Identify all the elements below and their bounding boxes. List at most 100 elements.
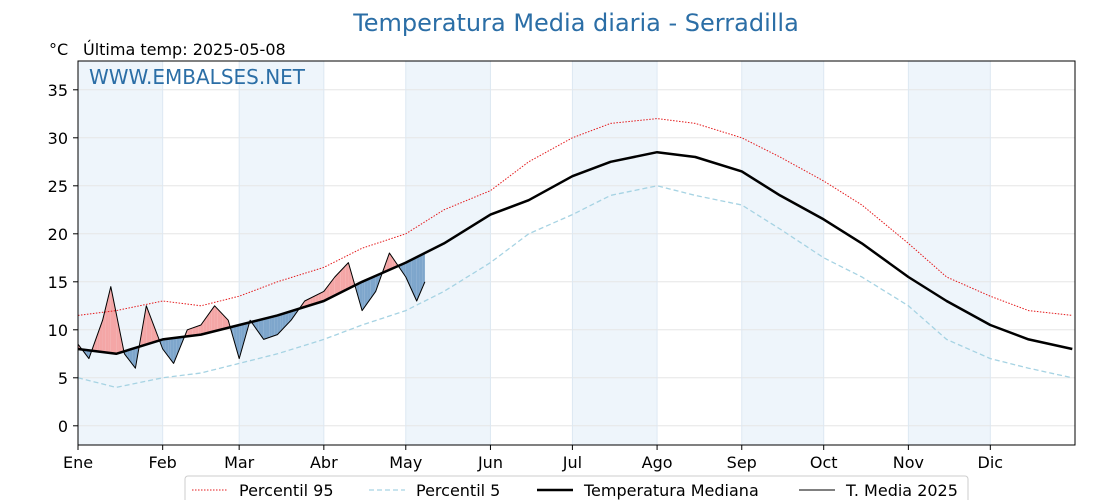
month-band: [239, 61, 324, 445]
legend-percentil-5: Percentil 5: [369, 481, 500, 500]
fill-below-median: [271, 316, 275, 337]
fill-above-median: [321, 291, 324, 302]
x-axis: Ene Feb Mar Abr May Jun Jul Ago Sep Oct Nov Dic: [63, 445, 1003, 472]
month-band: [78, 61, 163, 445]
month-bands: [78, 61, 991, 445]
series-line-percentil-5: [77, 185, 1073, 389]
fill-above-median: [312, 295, 316, 305]
fill-below-median: [400, 263, 404, 273]
fill-above-median: [307, 298, 311, 307]
fill-below-median: [422, 253, 425, 289]
y-tick-label: 0: [58, 417, 68, 436]
fill-below-median: [241, 323, 245, 349]
fill-above-median: [348, 262, 352, 289]
series-line-percentil-95: [77, 118, 1073, 316]
fill-above-median: [143, 305, 147, 346]
fill-below-median: [179, 337, 182, 350]
fill-above-median: [102, 309, 106, 353]
fill-above-median: [217, 308, 221, 331]
y-tick-label: 25: [48, 177, 68, 196]
month-band: [908, 61, 991, 445]
plot-frame: [77, 60, 1076, 446]
series-line-mediana: [77, 150, 1073, 356]
fill-below-median: [86, 350, 89, 359]
fill-below-median: [285, 312, 289, 326]
series-line-media-2025: [77, 252, 426, 369]
fill-above-median: [340, 268, 343, 293]
fill-above-median: [214, 305, 218, 332]
fill-below-median: [373, 275, 376, 296]
fill-above-median: [99, 320, 103, 353]
fill-above-median: [329, 280, 333, 299]
x-tick-label: Oct: [810, 453, 838, 472]
fill-above-median: [116, 313, 119, 354]
x-tick-label: Feb: [149, 453, 177, 472]
fill-above-median: [192, 326, 196, 336]
legend-percentil-95: Percentil 95: [192, 481, 334, 500]
fill-below-median: [173, 337, 177, 364]
fill-above-median: [389, 253, 393, 270]
x-tick-label: Dic: [978, 453, 1004, 472]
fill-below-median: [362, 280, 365, 311]
fill-above-median: [118, 326, 122, 353]
fill-above-median: [211, 305, 215, 332]
x-tick-label: Ago: [642, 453, 673, 472]
fill-below-median: [269, 316, 272, 338]
fill-above-median: [209, 309, 212, 333]
series-lines: [77, 118, 1073, 389]
legend-label: Percentil 95: [239, 481, 334, 500]
fill-above-median: [113, 300, 117, 354]
fill-below-median: [367, 278, 371, 303]
x-tick-label: Sep: [727, 453, 757, 472]
fill-above-median: [318, 292, 322, 303]
legend: Percentil 95 Percentil 5 Temperatura Media…: [184, 475, 969, 500]
fill-above-median: [206, 313, 210, 334]
fill-below-median: [408, 259, 412, 289]
fill-above-median: [310, 296, 313, 306]
fill-below-median: [129, 348, 133, 365]
fill-below-median: [165, 338, 169, 357]
fill-above-median: [332, 277, 335, 297]
fill-below-median: [170, 338, 174, 364]
fill-below-median: [291, 310, 294, 321]
grid-lines: [77, 61, 1075, 445]
fill-below-median: [132, 347, 136, 369]
y-tick-label: 5: [58, 369, 68, 388]
fill-below-median: [411, 258, 414, 295]
fill-below-median: [356, 283, 360, 301]
x-tick-label: Abr: [310, 453, 338, 472]
fill-above-median: [337, 271, 341, 295]
fill-above-median: [342, 265, 346, 292]
fill-below-median: [370, 277, 374, 300]
fill-below-median: [233, 325, 237, 349]
fill-below-median: [413, 257, 417, 301]
fill-below-median: [274, 315, 278, 336]
month-band: [572, 61, 658, 445]
legend-label: Percentil 5: [416, 481, 500, 500]
fill-above-median: [146, 305, 150, 345]
last-temp-subtitle: Última temp: 2025-05-08: [83, 40, 286, 59]
fill-above-median: [334, 274, 338, 296]
y-tick-label: 35: [48, 81, 68, 100]
fill-above-median: [108, 286, 111, 354]
fill-below-median: [359, 281, 363, 311]
fill-above-median: [195, 325, 199, 336]
x-tick-label: Mar: [224, 453, 255, 472]
legend-box: [184, 475, 969, 500]
fill-above-median: [94, 335, 98, 352]
fill-above-median: [187, 328, 190, 337]
fill-below-median: [419, 254, 423, 295]
legend-label: Temperatura Mediana: [583, 481, 759, 500]
x-tick-label: May: [389, 453, 422, 472]
fill-above-median: [345, 262, 349, 291]
fill-below-median: [375, 274, 379, 292]
fill-above-median: [222, 314, 226, 330]
fill-below-median: [261, 318, 264, 340]
fill-above-median: [154, 327, 158, 342]
x-tick-label: Jul: [562, 453, 582, 472]
fill-below-median: [416, 255, 420, 301]
fill-above-median: [149, 313, 152, 344]
y-tick-label: 10: [48, 321, 68, 340]
fill-below-median: [280, 313, 283, 332]
